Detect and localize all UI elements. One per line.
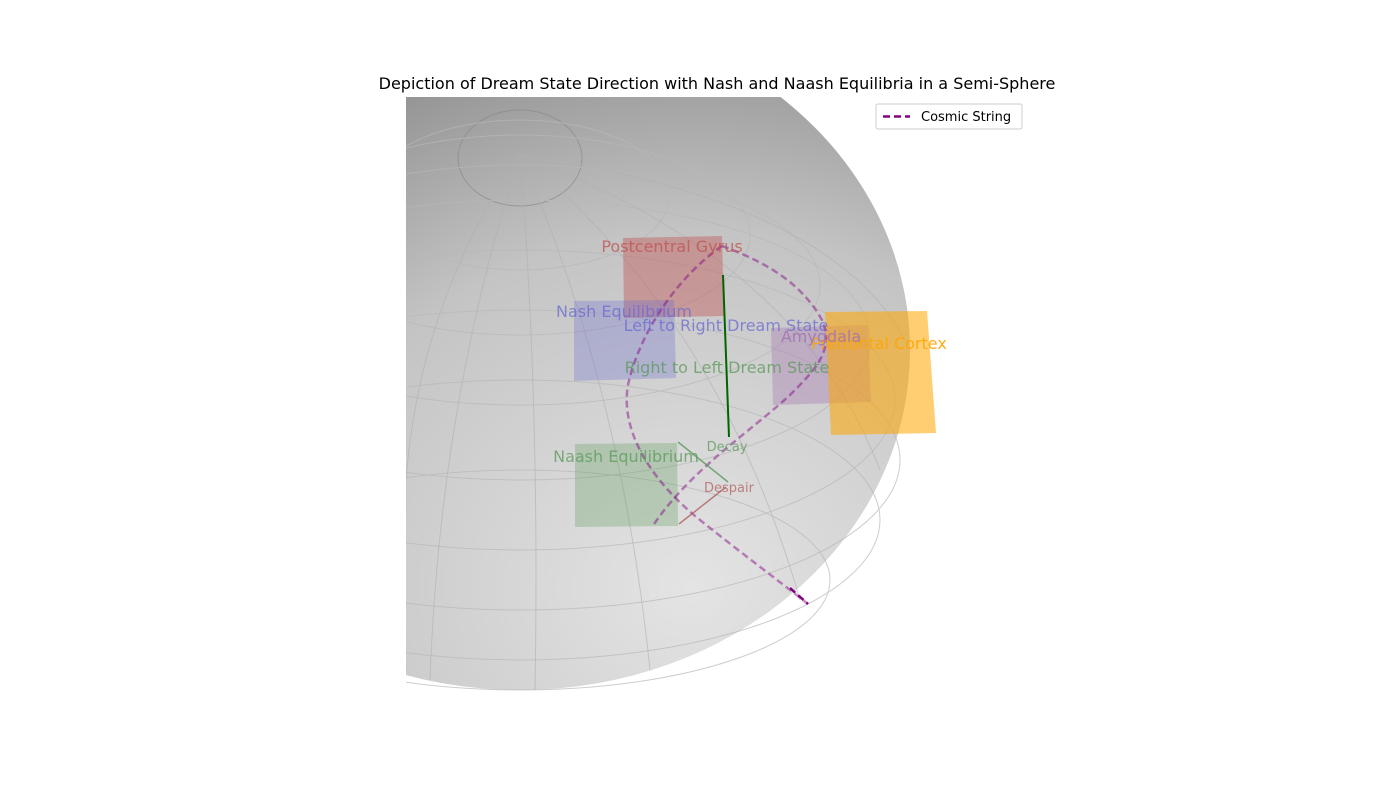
cosmic-string-line-2 — [625, 244, 809, 605]
label-left-to-right: Left to Right Dream State — [624, 316, 829, 335]
plot-area: Postcentral Gyrus Nash Equilibrium Left … — [406, 97, 947, 691]
label-despair: Despair — [704, 481, 755, 496]
label-decay: Decay — [707, 440, 748, 455]
despair-line — [678, 486, 727, 525]
label-naash-equilibrium: Naash Equilibrium — [553, 447, 699, 466]
label-prefrontal-cortex: Prefrontal Cortex — [811, 334, 947, 353]
cosmic-string-end — [789, 587, 809, 605]
legend-cosmic-string-label: Cosmic String — [921, 110, 1011, 125]
label-amygdala: Amygdala — [781, 327, 861, 346]
legend: Cosmic String — [875, 103, 1023, 130]
prefrontal-cortex-patch — [825, 311, 936, 435]
label-postcentral-gyrus: Postcentral Gyrus — [601, 237, 742, 256]
postcentral-gyrus-patch — [623, 236, 724, 318]
label-nash-equilibrium: Nash Equilibrium — [556, 302, 692, 321]
dream-direction-vector — [722, 274, 730, 438]
cosmic-string-line — [650, 244, 828, 528]
legend-box — [875, 103, 1023, 130]
semi-sphere-surface — [406, 97, 910, 691]
nash-equilibrium-patch — [574, 300, 676, 381]
chart-title: Depiction of Dream State Direction with … — [379, 74, 1056, 93]
label-right-to-left: Right to Left Dream State — [625, 358, 830, 377]
naash-equilibrium-patch — [575, 443, 678, 527]
decay-line — [677, 441, 729, 483]
